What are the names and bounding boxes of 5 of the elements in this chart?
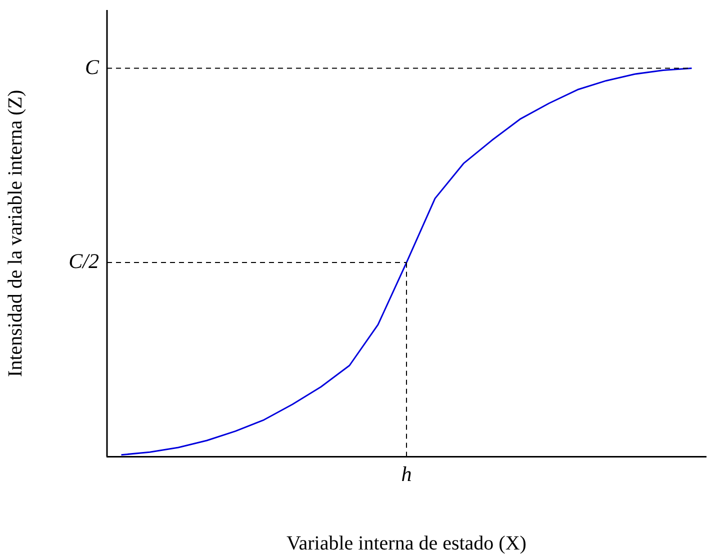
x-axis-title: Variable interna de estado (X) bbox=[286, 532, 526, 554]
ref-line-label: C bbox=[84, 54, 100, 79]
y-axis-title: Intensidad de la variable interna (Z) bbox=[4, 90, 26, 377]
annotation: h bbox=[401, 462, 412, 486]
ref-line-label: C/2 bbox=[68, 249, 100, 274]
